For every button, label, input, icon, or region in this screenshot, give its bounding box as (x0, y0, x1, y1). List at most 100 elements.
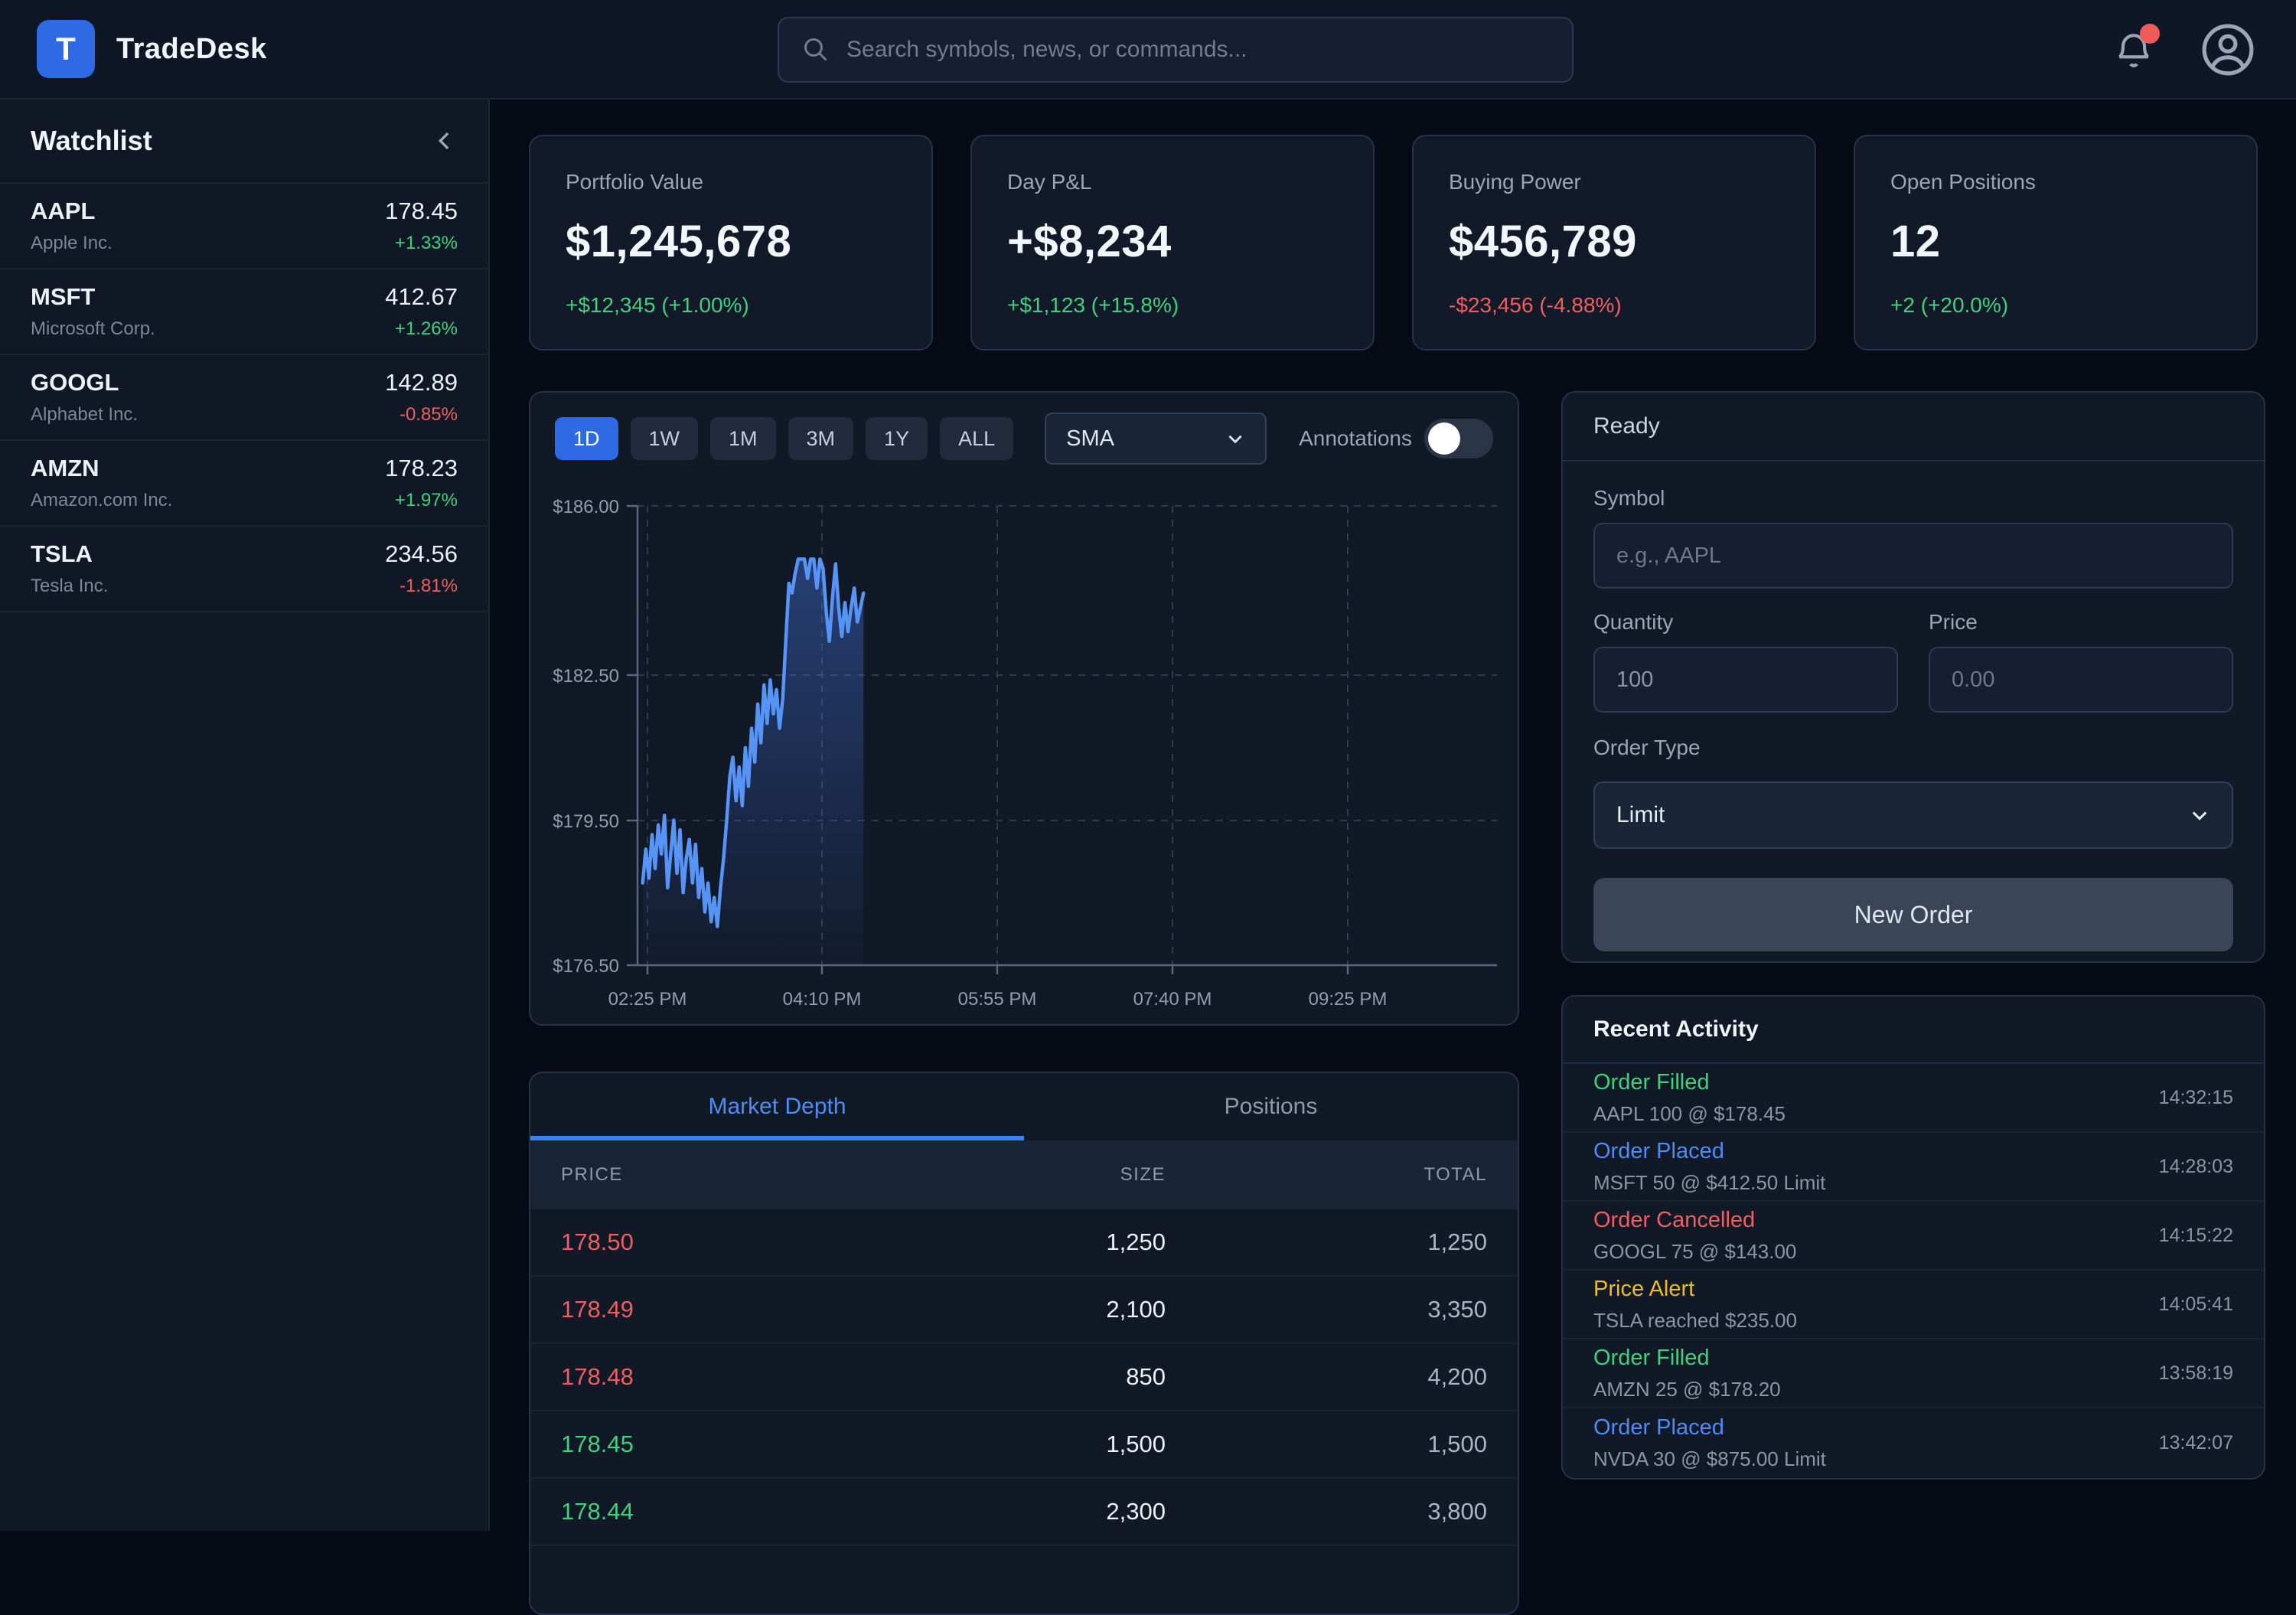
svg-text:02:25 PM: 02:25 PM (608, 989, 687, 1010)
watchlist-row-aapl[interactable]: AAPL Apple Inc. 178.45 +1.33% (0, 184, 488, 269)
order-type-selected-value: Limit (1616, 802, 1665, 827)
range-button-1w[interactable]: 1W (630, 417, 699, 460)
logo-letter: T (56, 31, 76, 67)
order-type-label: Order Type (1593, 736, 1701, 759)
activity-detail: AMZN 25 @ $178.20 (1593, 1377, 1781, 1401)
symbol: AMZN (31, 455, 99, 481)
activity-detail: GOOGL 75 @ $143.00 (1593, 1239, 1797, 1263)
search-bar[interactable] (778, 17, 1574, 83)
watchlist-row-googl[interactable]: GOOGL Alphabet Inc. 142.89 -0.85% (0, 355, 488, 441)
top-navbar: T TradeDesk (0, 0, 2296, 100)
change: +1.33% (394, 233, 458, 253)
range-button-3m[interactable]: 3M (788, 417, 854, 460)
activity-detail: MSFT 50 @ $412.50 Limit (1593, 1170, 1826, 1194)
depth-row[interactable]: 178.45 1,500 1,500 (530, 1411, 1518, 1479)
tab-positions[interactable]: Positions (1224, 1094, 1318, 1119)
toggle-knob (1428, 423, 1460, 455)
change: +1.26% (394, 318, 458, 339)
depth-total: 1,500 (1427, 1431, 1487, 1457)
symbol-input[interactable] (1593, 523, 2233, 589)
activity-event: Order Cancelled (1593, 1207, 1756, 1232)
stat-card-buying-power: Buying Power $456,789 -$23,456 (-4.88%) (1412, 135, 1816, 351)
indicator-selected-value: SMA (1066, 426, 1114, 451)
activity-time: 14:28:03 (2158, 1155, 2233, 1177)
watchlist-sidebar: Watchlist AAPL Apple Inc. 178.45 +1.33% MS… (0, 100, 490, 1531)
activity-time: 13:42:07 (2158, 1431, 2233, 1454)
search-input[interactable] (846, 37, 1549, 63)
x-axis-labels: 02:25 PM 04:10 PM 05:55 PM 07:40 PM 09:2… (608, 989, 1388, 1010)
depth-row[interactable]: 178.50 1,250 1,250 (530, 1209, 1518, 1277)
activity-time: 14:32:15 (2158, 1086, 2233, 1108)
activity-event: Order Filled (1593, 1345, 1710, 1370)
depth-price: 178.48 (561, 1363, 634, 1390)
annotations-toggle[interactable] (1424, 419, 1493, 458)
stat-label: Portfolio Value (566, 170, 704, 194)
company-name: Alphabet Inc. (31, 404, 139, 425)
watchlist-row-tsla[interactable]: TSLA Tesla Inc. 234.56 -1.81% (0, 527, 488, 612)
activity-item: Price Alert TSLA reached $235.00 14:05:41 (1563, 1271, 2264, 1339)
quantity-label: Quantity (1593, 610, 1674, 634)
activity-item: Order Cancelled GOOGL 75 @ $143.00 14:15:… (1563, 1202, 2264, 1271)
depth-price: 178.50 (561, 1228, 634, 1255)
change: +1.97% (394, 490, 458, 511)
depth-size: 2,300 (1106, 1498, 1166, 1525)
svg-text:05:55 PM: 05:55 PM (958, 989, 1037, 1010)
range-button-1d[interactable]: 1D (555, 417, 618, 460)
annotations-label: Annotations (1299, 426, 1412, 450)
svg-text:07:40 PM: 07:40 PM (1133, 989, 1212, 1010)
depth-tabs: Market Depth Positions (530, 1073, 1518, 1140)
activity-item: Order Filled AMZN 25 @ $178.20 13:58:19 (1563, 1339, 2264, 1408)
activity-item: Order Placed NVDA 30 @ $875.00 Limit 13:4… (1563, 1408, 2264, 1477)
quantity-input[interactable] (1593, 647, 1898, 713)
depth-table-header: PRICE SIZE TOTAL (530, 1140, 1518, 1209)
activity-event: Price Alert (1593, 1276, 1695, 1301)
notifications-button[interactable] (2112, 24, 2160, 73)
company-name: Apple Inc. (31, 233, 113, 253)
stat-card-portfolio-value: Portfolio Value $1,245,678 +$12,345 (+1.… (529, 135, 933, 351)
chevron-down-icon (2192, 811, 2207, 821)
depth-row[interactable]: 178.49 2,100 3,350 (530, 1277, 1518, 1344)
stat-value: 12 (1890, 217, 1941, 266)
depth-size: 2,100 (1106, 1296, 1166, 1323)
symbol: GOOGL (31, 369, 119, 396)
watchlist-row-msft[interactable]: MSFT Microsoft Corp. 412.67 +1.26% (0, 269, 488, 355)
collapse-sidebar-button[interactable] (432, 128, 458, 154)
stat-change: +2 (+20.0%) (1890, 293, 2009, 317)
app-logo: T (37, 20, 95, 78)
order-type-select[interactable]: Limit (1593, 781, 2233, 849)
range-button-1m[interactable]: 1M (710, 417, 776, 460)
svg-text:$176.50: $176.50 (553, 956, 619, 977)
depth-size: 1,250 (1106, 1228, 1166, 1255)
activity-event: Order Placed (1593, 1414, 1724, 1440)
stat-label: Day P&L (1007, 170, 1092, 194)
new-order-button[interactable]: New Order (1593, 878, 2233, 951)
depth-size: 1,500 (1106, 1431, 1166, 1457)
user-avatar-button[interactable] (2200, 21, 2256, 78)
stat-card-open-positions: Open Positions 12 +2 (+20.0%) (1854, 135, 2258, 351)
depth-row[interactable]: 178.48 850 4,200 (530, 1344, 1518, 1411)
company-name: Amazon.com Inc. (31, 490, 173, 511)
activity-event: Order Filled (1593, 1069, 1710, 1095)
col-size: SIZE (1120, 1164, 1166, 1185)
price-chart-panel: 1D 1W 1M 3M 1Y ALL SMA Annotations (529, 391, 1519, 1026)
tab-market-depth[interactable]: Market Depth (530, 1073, 1024, 1140)
range-button-all[interactable]: ALL (940, 417, 1014, 460)
price-chart-svg[interactable]: $186.00 $182.50 $179.50 $176.50 02:25 PM… (530, 393, 1521, 1027)
activity-time: 13:58:19 (2158, 1362, 2233, 1384)
watchlist-row-amzn[interactable]: AMZN Amazon.com Inc. 178.23 +1.97% (0, 441, 488, 527)
range-button-1y[interactable]: 1Y (866, 417, 928, 460)
col-total: TOTAL (1424, 1164, 1487, 1185)
change: -1.81% (399, 576, 458, 596)
svg-text:$186.00: $186.00 (553, 497, 619, 517)
bell-icon (2118, 34, 2149, 67)
activity-detail: AAPL 100 @ $178.45 (1593, 1101, 1786, 1125)
price-input[interactable] (1929, 647, 2233, 713)
watchlist-title: Watchlist (31, 125, 152, 156)
y-axis-labels: $186.00 $182.50 $179.50 $176.50 (553, 497, 619, 977)
stat-change: -$23,456 (-4.88%) (1449, 293, 1622, 317)
activity-item: Order Filled AAPL 100 @ $178.45 14:32:15 (1563, 1064, 2264, 1133)
depth-row[interactable]: 178.44 2,300 3,800 (530, 1479, 1518, 1546)
chart-price-line (641, 557, 866, 928)
indicator-select[interactable]: SMA (1045, 413, 1267, 465)
